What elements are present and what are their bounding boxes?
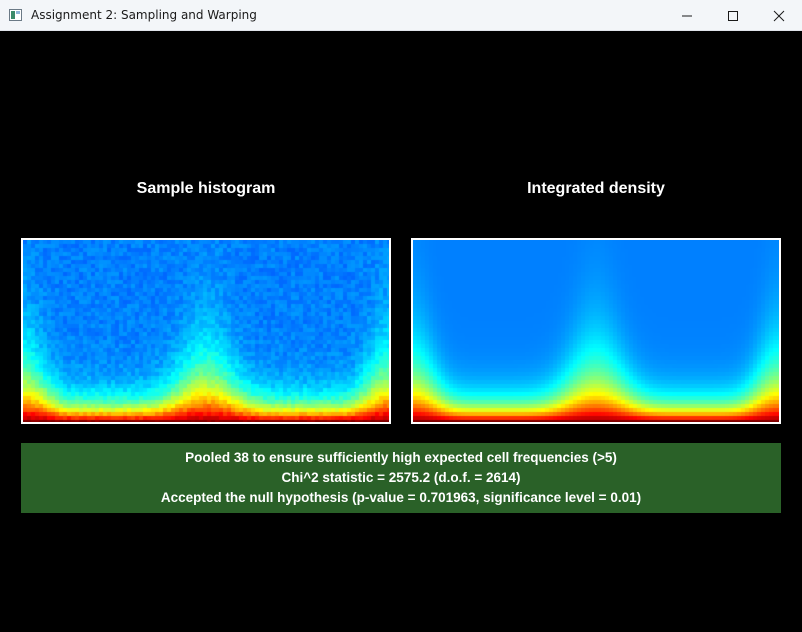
maximize-button[interactable] bbox=[710, 0, 756, 31]
minimize-button[interactable] bbox=[664, 0, 710, 31]
chi2-statistic-message: Chi^2 statistic = 2575.2 (d.o.f. = 2614) bbox=[281, 470, 521, 485]
hypothesis-result-message: Accepted the null hypothesis (p-value = … bbox=[160, 490, 642, 505]
integrated-density-plot bbox=[411, 238, 781, 424]
close-button[interactable] bbox=[756, 0, 802, 31]
integrated-density-canvas bbox=[413, 240, 779, 422]
pooling-message: Pooled 38 to ensure sufficiently high ex… bbox=[185, 450, 617, 465]
minimize-icon bbox=[682, 15, 692, 17]
title-bar[interactable]: Assignment 2: Sampling and Warping bbox=[0, 0, 802, 31]
sample-histogram-heading: Sample histogram bbox=[136, 180, 276, 197]
chi2-test-result-panel: Pooled 38 to ensure sufficiently high ex… bbox=[21, 443, 781, 513]
integrated-density-heading: Integrated density bbox=[527, 180, 665, 197]
sample-histogram-plot bbox=[21, 238, 391, 424]
maximize-icon bbox=[728, 11, 738, 21]
close-icon bbox=[773, 10, 785, 22]
app-icon bbox=[9, 9, 22, 21]
sample-histogram-canvas bbox=[23, 240, 389, 422]
window-title: Assignment 2: Sampling and Warping bbox=[31, 8, 257, 22]
